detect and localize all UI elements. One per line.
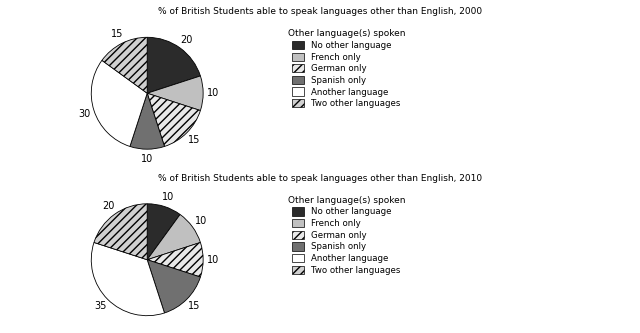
Text: 30: 30 (78, 109, 90, 119)
Text: 10: 10 (141, 154, 154, 164)
Text: % of British Students able to speak languages other than English, 2010: % of British Students able to speak lang… (158, 173, 482, 183)
Wedge shape (94, 204, 147, 260)
Wedge shape (147, 93, 200, 147)
Wedge shape (147, 242, 203, 277)
Text: % of British Students able to speak languages other than English, 2000: % of British Students able to speak lang… (158, 7, 482, 16)
Text: 10: 10 (207, 255, 220, 265)
Text: 10: 10 (207, 88, 220, 98)
Text: 10: 10 (195, 216, 207, 226)
Text: 10: 10 (161, 192, 173, 202)
Legend: No other language, French only, German only, Spanish only, Another language, Two: No other language, French only, German o… (286, 28, 407, 110)
Wedge shape (92, 242, 164, 316)
Wedge shape (147, 260, 200, 313)
Text: 15: 15 (188, 301, 200, 311)
Wedge shape (147, 76, 203, 111)
Text: 35: 35 (94, 301, 107, 311)
Text: 15: 15 (188, 135, 200, 145)
Text: 15: 15 (111, 29, 124, 39)
Text: 20: 20 (180, 35, 192, 45)
Wedge shape (130, 93, 164, 149)
Text: 20: 20 (102, 201, 115, 211)
Wedge shape (147, 214, 200, 260)
Wedge shape (102, 37, 147, 93)
Wedge shape (147, 204, 180, 260)
Legend: No other language, French only, German only, Spanish only, Another language, Two: No other language, French only, German o… (286, 194, 407, 276)
Wedge shape (92, 60, 147, 147)
Wedge shape (147, 37, 200, 93)
